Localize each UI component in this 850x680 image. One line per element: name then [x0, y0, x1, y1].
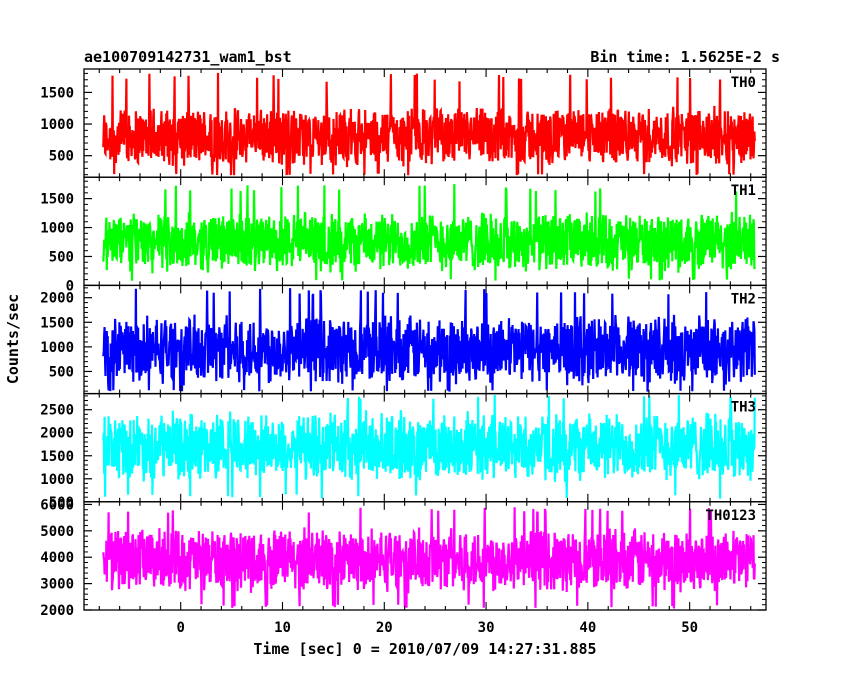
y-tick-label: 1500 [40, 85, 74, 101]
x-tick-label: 50 [681, 620, 698, 636]
x-axis-label: Time [sec] 0 = 2010/07/09 14:27:31.885 [253, 640, 596, 658]
series-line-th2 [102, 288, 756, 392]
observation-id-title: ae100709142731_wam1_bst [84, 48, 292, 66]
series-line-th0123 [102, 507, 756, 609]
panel-th0: 500 1000 1500 TH0 [40, 68, 767, 178]
series-line-th1 [102, 184, 756, 281]
y-tick-label: 500 [49, 495, 74, 511]
y-tick-label: 1000 [40, 340, 74, 356]
x-tick-label: 0 [176, 620, 184, 636]
panel-th1: 0 500 1000 1500 TH1 [40, 176, 767, 294]
x-tick-label: 40 [579, 620, 596, 636]
y-tick-label: 1500 [40, 449, 74, 465]
y-tick-label: 2000 [40, 603, 74, 619]
y-tick-label: 0 [66, 278, 74, 294]
y-tick-label: 6000 [40, 497, 74, 513]
y-tick-label: 5000 [40, 524, 74, 540]
y-tick-label: 500 [49, 149, 74, 165]
y-tick-label: 1500 [40, 192, 74, 208]
x-tick-label: 10 [274, 620, 291, 636]
y-tick-label: 3000 [40, 577, 74, 593]
x-tick-label: 30 [478, 620, 495, 636]
panel-name-label: TH0123 [705, 508, 756, 524]
series-line-th3 [102, 394, 756, 499]
panel-name-label: TH1 [731, 183, 756, 199]
y-tick-label: 500 [49, 364, 74, 380]
y-tick-label: 1000 [40, 221, 74, 237]
bin-time-label: Bin time: 1.5625E-2 s [590, 48, 780, 66]
y-tick-label: 1000 [40, 472, 74, 488]
panel-th3: 500 1000 1500 2000 2500 TH3 [40, 392, 767, 511]
x-tick-label: 20 [376, 620, 393, 636]
y-axis-label: Counts/sec [4, 294, 22, 384]
panels-group: 50010001500TH0050010001500TH150010001500… [40, 68, 767, 636]
panel-th2: 500 1000 1500 2000 TH2 [40, 284, 767, 395]
panel-name-label: TH0 [731, 75, 756, 91]
series-line-th0 [102, 72, 756, 176]
y-tick-label: 1000 [40, 117, 74, 133]
y-tick-label: 1500 [40, 315, 74, 331]
panel-name-label: TH2 [731, 291, 756, 307]
panel-th0123: 2000 3000 4000 5000 6000 TH0123 [40, 497, 767, 619]
y-tick-label: 4000 [40, 550, 74, 566]
panel-name-label: TH3 [731, 400, 756, 416]
y-tick-label: 2500 [40, 403, 74, 419]
y-tick-label: 500 [49, 249, 74, 265]
y-tick-label: 2000 [40, 291, 74, 307]
y-tick-label: 2000 [40, 426, 74, 442]
